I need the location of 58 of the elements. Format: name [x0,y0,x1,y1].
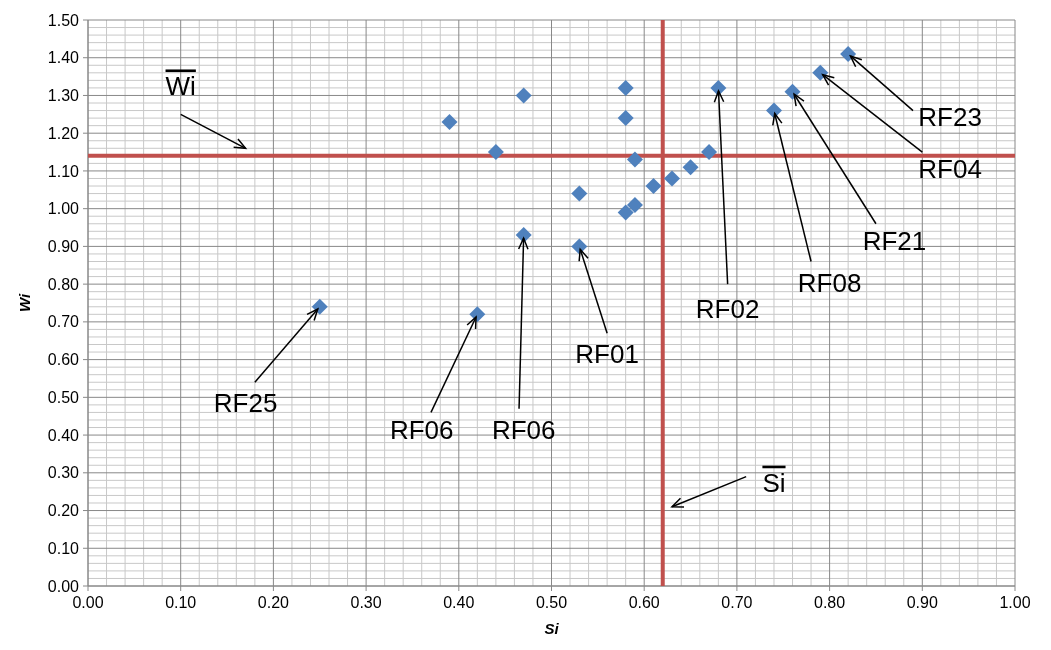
y-tick-label: 1.30 [47,87,80,105]
ref-line-label: Si [762,467,786,498]
point [682,159,699,176]
point [645,178,662,195]
x-tick-label: 0.50 [535,594,568,611]
x-tick-label: 0.20 [257,594,290,611]
y-tick-label: 1.00 [47,200,80,218]
annotation: RF01 [575,339,639,370]
annotation: RF06 [491,414,556,445]
x-tick-label: 0.40 [443,594,475,611]
y-tick-label: 0.80 [47,275,80,293]
x-tick-label: 0.30 [350,594,382,611]
y-tick-label: 1.40 [47,49,80,67]
y-tick-label: 0.70 [47,313,80,331]
point [626,196,643,213]
y-tick-label: 0.00 [47,577,80,595]
y-tick-label: 0.50 [47,388,80,406]
ref-line-label: Wi [165,71,196,102]
x-axis-title: Si [544,620,560,637]
annotation: RF06 [389,414,454,445]
point [840,45,857,62]
y-tick-label: 1.50 [47,11,80,29]
point [812,64,829,81]
x-tick-label: 0.60 [628,594,660,611]
y-tick-label: 0.60 [47,351,80,369]
y-tick-label: 1.10 [47,162,80,180]
annotation: RF23 [918,101,982,132]
point [487,144,504,161]
point [617,204,634,221]
y-tick-label: 1.20 [47,124,80,142]
y-tick-label: 0.40 [47,426,80,444]
x-tick-label: 0.10 [165,594,197,611]
annotation: RF25 [213,388,278,419]
y-axis-title: Wi [16,293,33,313]
x-tick-label: 1.00 [999,594,1031,611]
point [311,298,328,315]
point [441,113,458,130]
point [784,83,801,100]
y-tick-label: 0.20 [47,502,80,520]
x-tick-label: 0.00 [72,594,104,611]
point [571,238,588,255]
point [626,151,643,168]
y-tick-label: 0.10 [47,539,80,557]
point [617,110,634,127]
y-tick-label: 0.90 [47,238,80,255]
point [571,185,588,202]
x-tick-label: 0.70 [721,594,753,611]
annotation: RF21 [862,226,927,257]
point [515,87,532,104]
point [664,170,681,187]
point [701,144,718,161]
y-tick-label: 0.30 [47,464,80,482]
x-tick-label: 0.90 [906,594,938,611]
annotation: RF08 [797,267,862,298]
annotation: RF02 [695,294,760,325]
x-tick-label: 0.80 [814,594,846,611]
point [617,79,634,96]
annotation: RF04 [918,154,982,185]
